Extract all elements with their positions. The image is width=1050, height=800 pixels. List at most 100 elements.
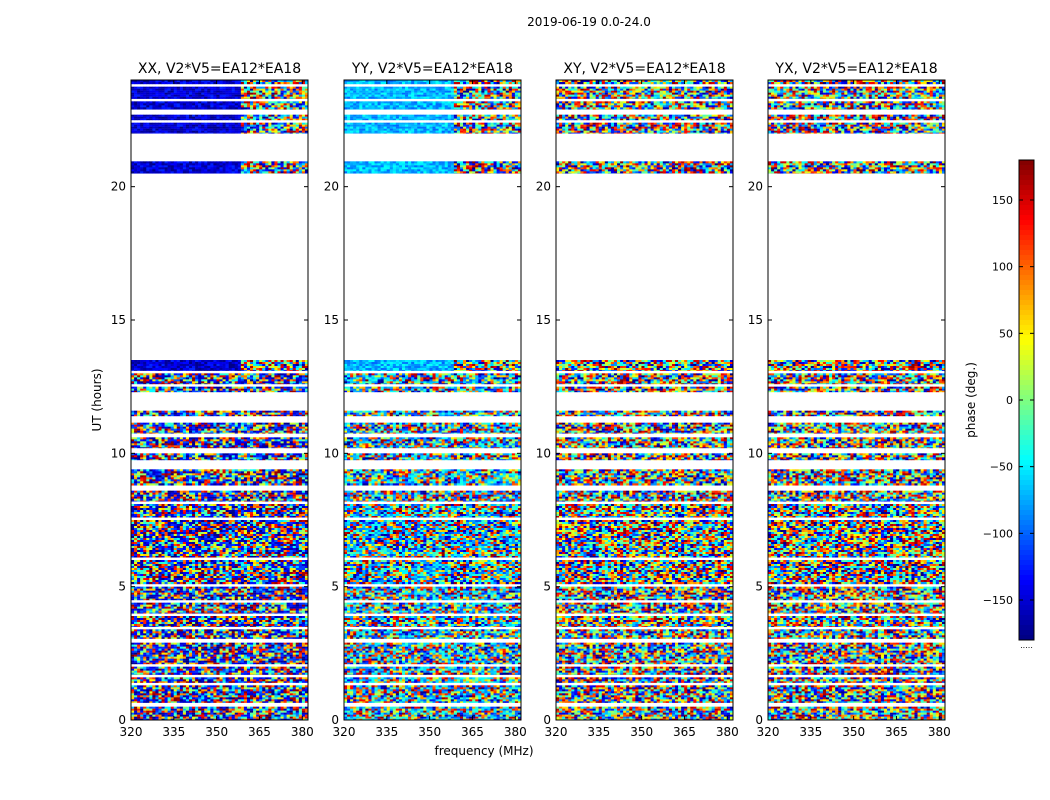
heatmap-cell xyxy=(213,633,217,636)
heatmap-cell xyxy=(198,693,202,696)
heatmap-cell xyxy=(185,532,190,535)
heatmap-cell xyxy=(216,612,220,614)
heatmap-cell xyxy=(161,646,165,649)
heatmap-cell xyxy=(283,598,287,601)
heatmap-cell xyxy=(271,699,275,702)
heatmap-cell xyxy=(173,522,178,525)
heatmap-cell xyxy=(256,687,260,690)
heatmap-cell xyxy=(201,618,205,621)
heatmap-cell xyxy=(170,658,175,661)
heatmap-cell xyxy=(195,662,199,665)
heatmap-cell xyxy=(195,538,199,541)
heatmap-cell xyxy=(234,697,239,700)
heatmap-cell xyxy=(131,668,135,671)
heatmap-cell xyxy=(301,570,306,573)
heatmap-cell xyxy=(253,689,257,692)
heatmap-cell xyxy=(204,644,208,647)
heatmap-cell xyxy=(228,576,233,579)
heatmap-cell xyxy=(271,532,275,535)
heatmap-cell xyxy=(201,699,205,702)
heatmap-cell xyxy=(207,568,211,571)
heatmap-cell xyxy=(280,687,284,690)
heatmap-cell xyxy=(192,618,196,621)
heatmap-cell xyxy=(253,520,257,523)
heatmap-cell xyxy=(289,574,294,577)
heatmap-cell xyxy=(146,576,150,579)
heatmap-cell xyxy=(167,648,171,651)
heatmap-cell xyxy=(167,697,171,700)
heatmap-cell xyxy=(231,672,236,675)
heatmap-cell xyxy=(250,706,254,709)
heatmap-cell xyxy=(246,618,251,621)
heatmap-cell xyxy=(225,534,229,537)
heatmap-cell xyxy=(179,658,184,661)
heatmap-cell xyxy=(304,708,309,711)
heatmap-cell xyxy=(188,542,193,545)
heatmap-cell xyxy=(280,520,284,523)
heatmap-cell xyxy=(274,626,278,627)
heatmap-cell xyxy=(256,626,260,627)
heatmap-cell xyxy=(188,677,193,680)
heatmap-cell xyxy=(304,536,309,539)
heatmap-cell xyxy=(131,526,135,529)
heatmap-cell xyxy=(234,534,239,537)
heatmap-cell xyxy=(207,566,211,569)
heatmap-cell xyxy=(207,588,211,591)
heatmap-cell xyxy=(167,656,171,659)
heatmap-cell xyxy=(152,697,156,700)
heatmap-cell xyxy=(240,618,245,621)
heatmap-cell xyxy=(134,679,138,682)
heatmap-cell xyxy=(253,546,257,549)
heatmap-cell xyxy=(265,644,269,647)
heatmap-cell xyxy=(170,616,175,619)
heatmap-cell xyxy=(216,582,220,585)
heatmap-cell xyxy=(234,548,239,551)
heatmap-cell xyxy=(237,679,242,682)
heatmap-cell xyxy=(161,588,165,591)
heatmap-cell xyxy=(155,662,159,665)
heatmap-cell xyxy=(131,685,135,688)
heatmap-cell xyxy=(192,570,196,573)
heatmap-cell xyxy=(216,624,220,627)
heatmap-cell xyxy=(167,606,171,609)
heatmap-cell xyxy=(286,706,290,709)
heatmap-cell xyxy=(143,526,147,529)
heatmap-cell xyxy=(185,635,190,638)
heatmap-cell xyxy=(298,520,303,523)
heatmap-cell xyxy=(228,679,233,682)
heatmap-cell xyxy=(195,672,199,675)
heatmap-cell xyxy=(152,590,156,593)
heatmap-cell xyxy=(304,635,309,638)
heatmap-cell xyxy=(179,681,184,683)
heatmap-cell xyxy=(176,718,181,721)
heatmap-cell xyxy=(170,701,175,703)
heatmap-cell xyxy=(259,576,263,579)
heatmap-cell xyxy=(222,679,226,682)
heatmap-cell xyxy=(152,522,156,525)
heatmap-cell xyxy=(256,629,260,632)
heatmap-cell xyxy=(207,633,211,636)
heatmap-cell xyxy=(149,606,153,609)
heatmap-cell xyxy=(170,679,175,682)
heatmap-cell xyxy=(210,520,214,523)
heatmap-cell xyxy=(182,592,187,595)
heatmap-cell xyxy=(259,588,263,591)
heatmap-cell xyxy=(234,564,239,567)
heatmap-cell xyxy=(274,608,278,611)
heatmap-cell xyxy=(289,564,294,567)
heatmap-cell xyxy=(195,574,199,577)
heatmap-cell xyxy=(259,530,263,533)
heatmap-cell xyxy=(237,594,242,597)
heatmap-cell xyxy=(237,662,242,665)
heatmap-cell xyxy=(170,677,175,680)
heatmap-cell xyxy=(304,672,309,675)
heatmap-cell xyxy=(155,679,159,682)
heatmap-cell xyxy=(152,570,156,573)
heatmap-cell xyxy=(250,635,254,638)
heatmap-cell xyxy=(161,594,165,597)
heatmap-cell xyxy=(243,635,248,638)
heatmap-cell xyxy=(250,588,254,591)
heatmap-cell xyxy=(210,580,214,583)
heatmap-cell xyxy=(298,633,303,636)
heatmap-cell xyxy=(268,604,272,607)
